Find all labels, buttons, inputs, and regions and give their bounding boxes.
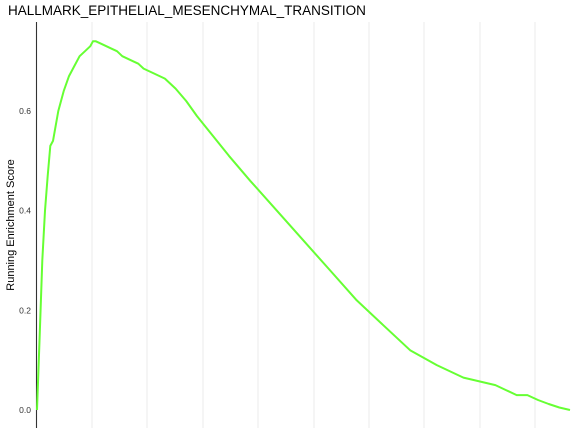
y-tick-label: 0.6	[19, 106, 31, 116]
running-enrichment-score-line	[36, 40, 571, 411]
y-axis-ticks: 0.0 0.2 0.4 0.6	[19, 106, 31, 415]
grid-lines	[91, 22, 536, 428]
y-tick-label: 0.4	[19, 206, 31, 216]
y-tick-label: 0.0	[19, 405, 31, 415]
y-axis-label: Running Enrichment Score	[5, 159, 17, 290]
y-tick-label: 0.2	[19, 305, 31, 315]
chart-title: HALLMARK_EPITHELIAL_MESENCHYMAL_TRANSITI…	[8, 3, 366, 18]
